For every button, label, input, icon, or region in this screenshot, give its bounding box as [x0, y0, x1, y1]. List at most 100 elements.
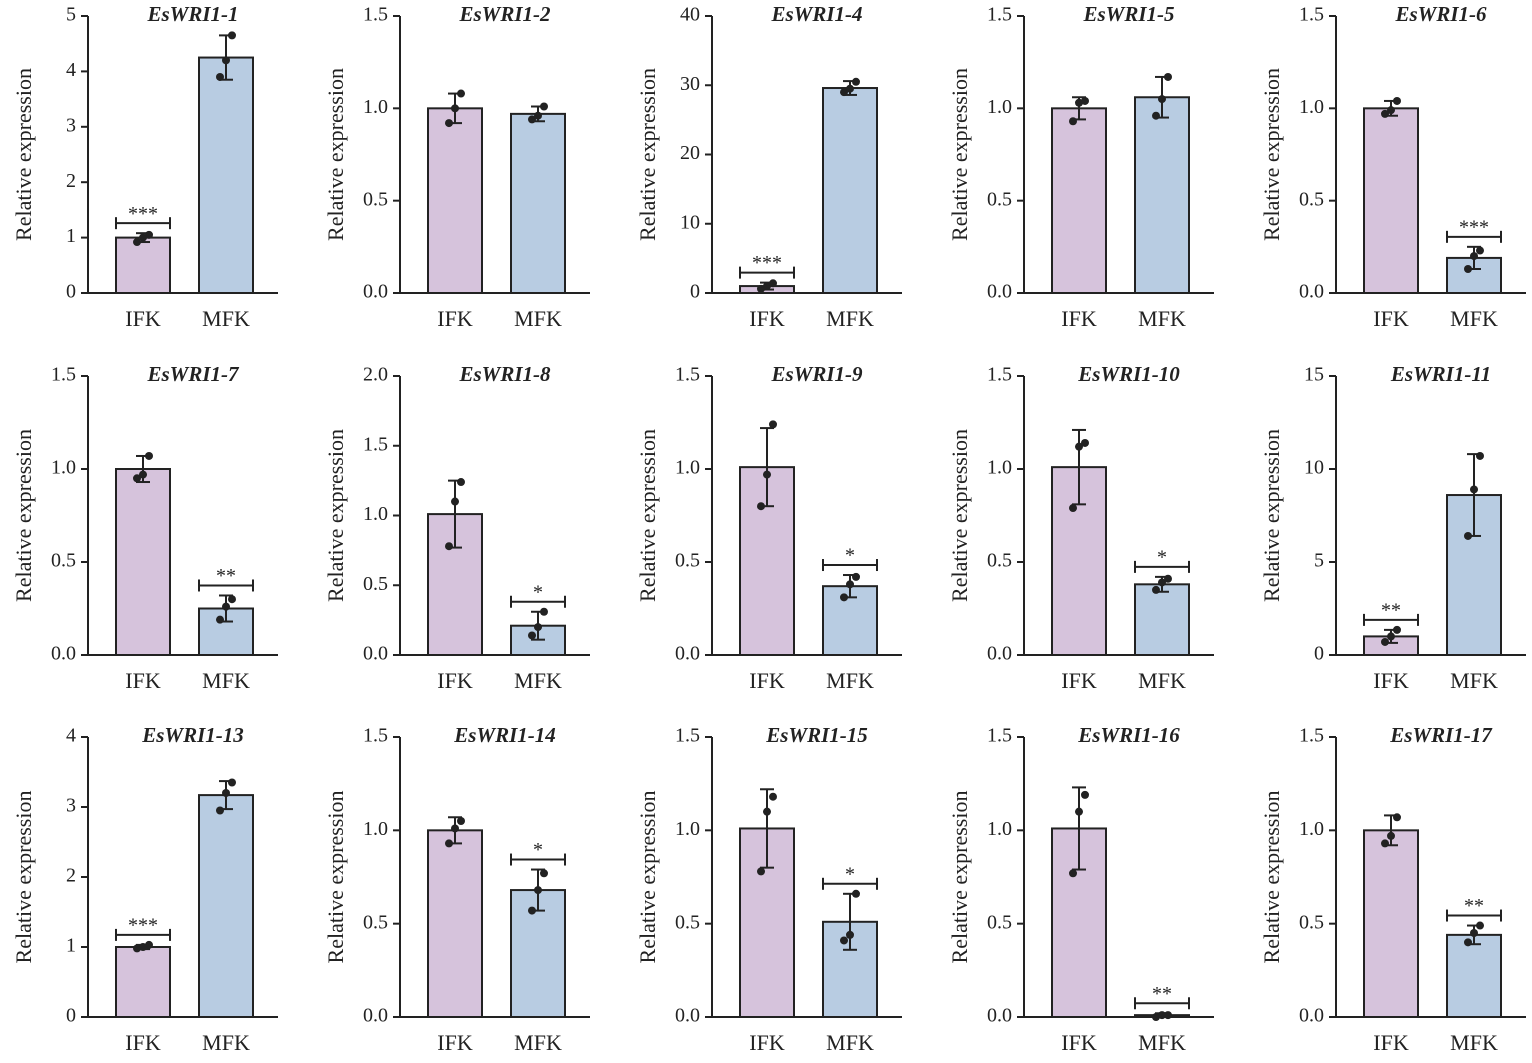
y-axis-label: Relative expression	[947, 68, 972, 241]
y-axis-label: Relative expression	[323, 68, 348, 241]
y-tick-label: 1.5	[363, 4, 388, 26]
y-tick-label: 0.0	[363, 1005, 388, 1027]
y-tick-label: 0.5	[987, 911, 1012, 933]
replicate-point	[451, 824, 459, 833]
bar	[198, 56, 254, 294]
chart-title: EsWRI1-5	[1082, 2, 1174, 26]
y-tick-label: 0.0	[51, 643, 76, 665]
y-tick-label: 1.5	[363, 725, 388, 747]
replicate-point	[1476, 921, 1484, 930]
replicate-point	[1164, 1011, 1172, 1020]
x-tick-label: IFK	[437, 306, 473, 331]
y-tick-label: 1.5	[987, 725, 1012, 747]
y-tick-label: 0.5	[987, 550, 1012, 572]
y-axis-label: Relative expression	[323, 429, 348, 602]
replicate-point	[1476, 451, 1484, 460]
x-tick-label: MFK	[1138, 1030, 1186, 1055]
replicate-point	[769, 792, 777, 801]
y-axis-label: Relative expression	[947, 791, 972, 964]
y-tick-label: 1.5	[675, 725, 700, 747]
y-tick-label: 0.5	[1299, 911, 1324, 933]
chart-title: EsWRI1-17	[1389, 723, 1493, 747]
replicate-point	[145, 230, 153, 239]
x-tick-label: IFK	[437, 668, 473, 693]
y-tick-label: 0.0	[675, 1005, 700, 1027]
x-tick-label: IFK	[125, 1030, 161, 1055]
replicate-point	[1381, 839, 1389, 848]
y-tick-label: 5	[66, 4, 76, 26]
replicate-point	[1381, 109, 1389, 118]
y-axis-label: Relative expression	[1259, 429, 1284, 602]
replicate-point	[763, 470, 771, 479]
replicate-point	[1081, 96, 1089, 105]
replicate-point	[457, 478, 465, 487]
y-axis-label: Relative expression	[11, 791, 36, 964]
y-axis-label: Relative expression	[635, 791, 660, 964]
chart-title: EsWRI1-6	[1394, 2, 1487, 26]
chart-title: EsWRI1-16	[1077, 723, 1180, 747]
y-tick-label: 0.0	[1299, 281, 1324, 303]
x-tick-label: IFK	[1373, 1030, 1409, 1055]
panel: 0.0 0.5 1.0 1.5 EsWRI1-16 Relative expression…	[947, 723, 1214, 1055]
panel: 0.0 0.5 1.0 1.5 EsWRI1-7 Relative expression I…	[11, 362, 278, 693]
x-tick-label: MFK	[1450, 668, 1498, 693]
replicate-point	[769, 420, 777, 429]
y-tick-label: 0.5	[51, 550, 76, 572]
y-axis-label: Relative expression	[1259, 791, 1284, 964]
y-tick-label: 2	[66, 865, 76, 887]
replicate-point	[1393, 813, 1401, 822]
bar	[427, 829, 483, 1018]
panel: 0.0 0.5 1.0 1.5 EsWRI1-17 Relative expression…	[1259, 723, 1526, 1055]
y-tick-label: 0.5	[675, 550, 700, 572]
replicate-point	[1387, 106, 1395, 115]
y-tick-label: 0.5	[987, 188, 1012, 210]
bar	[115, 946, 171, 1018]
replicate-point	[222, 56, 230, 65]
y-axis-label: Relative expression	[11, 68, 36, 241]
y-axis-label: Relative expression	[1259, 68, 1284, 241]
y-tick-label: 1.0	[987, 818, 1012, 840]
y-tick-label: 3	[66, 795, 76, 817]
replicate-point	[840, 936, 848, 945]
y-tick-label: 10	[1304, 457, 1324, 479]
replicate-point	[1158, 95, 1166, 104]
y-tick-label: 1.5	[1299, 4, 1324, 26]
replicate-point	[1381, 637, 1389, 646]
replicate-point	[228, 778, 236, 787]
replicate-point	[1069, 504, 1077, 513]
y-tick-label: 0.5	[363, 188, 388, 210]
replicate-point	[1158, 578, 1166, 587]
y-tick-label: 0.5	[1299, 188, 1324, 210]
replicate-point	[457, 817, 465, 825]
x-tick-label: MFK	[202, 1030, 250, 1055]
x-tick-label: MFK	[1450, 1030, 1498, 1055]
replicate-point	[534, 886, 542, 895]
replicate-point	[846, 930, 854, 939]
replicate-point	[757, 502, 765, 511]
y-tick-label: 0	[690, 281, 700, 303]
x-tick-label: IFK	[749, 668, 785, 693]
chart-title: EsWRI1-9	[770, 362, 863, 386]
replicate-point	[133, 944, 141, 953]
significance-label: *	[1157, 546, 1167, 568]
panel: 0.0 0.5 1.0 1.5 2.0 EsWRI1-8 Relative expressi…	[323, 362, 590, 693]
y-tick-label: 0.5	[363, 911, 388, 933]
x-tick-label: IFK	[125, 668, 161, 693]
chart-title: EsWRI1-10	[1077, 362, 1180, 386]
replicate-point	[1164, 574, 1172, 583]
replicate-point	[1075, 98, 1083, 107]
replicate-point	[1152, 585, 1160, 594]
bar	[1363, 107, 1419, 295]
y-tick-label: 1	[66, 225, 76, 247]
panel: 0.0 0.5 1.0 1.5 EsWRI1-9 Relative expression I…	[635, 362, 902, 693]
x-tick-label: MFK	[514, 668, 562, 693]
x-tick-label: IFK	[749, 306, 785, 331]
replicate-point	[1069, 869, 1077, 878]
panel: 0 5 10 15 EsWRI1-11 Relative expression IFK MFK…	[1259, 362, 1526, 693]
bar	[198, 794, 254, 1018]
y-tick-label: 1.5	[51, 364, 76, 386]
replicate-point	[763, 282, 771, 291]
x-tick-label: MFK	[1450, 306, 1498, 331]
replicate-point	[451, 104, 459, 113]
